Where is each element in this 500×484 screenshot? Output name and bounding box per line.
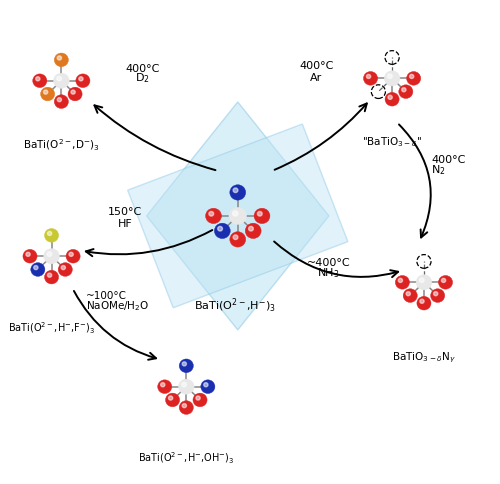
Circle shape: [54, 53, 68, 67]
Circle shape: [254, 208, 270, 224]
Circle shape: [403, 289, 417, 302]
Circle shape: [406, 292, 410, 296]
Circle shape: [214, 223, 230, 239]
Circle shape: [76, 74, 90, 88]
Circle shape: [168, 396, 172, 400]
Polygon shape: [146, 102, 329, 330]
Circle shape: [158, 380, 172, 393]
Text: BaTi(O$^{2-}$,H$^{-}$)$_3$: BaTi(O$^{2-}$,H$^{-}$)$_3$: [194, 297, 276, 315]
Circle shape: [34, 266, 38, 270]
Circle shape: [233, 235, 238, 240]
Circle shape: [182, 362, 186, 366]
Circle shape: [420, 278, 424, 283]
Circle shape: [229, 207, 246, 225]
Circle shape: [44, 228, 59, 242]
Circle shape: [396, 275, 409, 289]
Circle shape: [54, 73, 69, 88]
Circle shape: [47, 252, 52, 257]
Text: 400°C: 400°C: [432, 155, 466, 165]
Circle shape: [209, 212, 214, 216]
Circle shape: [31, 263, 45, 276]
Circle shape: [384, 71, 400, 86]
Text: HF: HF: [118, 219, 132, 229]
Circle shape: [160, 383, 165, 387]
Circle shape: [388, 95, 392, 99]
Circle shape: [430, 289, 444, 302]
Circle shape: [402, 88, 406, 92]
Circle shape: [417, 296, 431, 310]
Circle shape: [201, 380, 215, 393]
Circle shape: [166, 393, 179, 407]
Polygon shape: [128, 124, 348, 308]
Circle shape: [399, 85, 413, 98]
Text: 400°C: 400°C: [299, 61, 334, 71]
Circle shape: [434, 292, 438, 296]
Circle shape: [57, 76, 62, 81]
Circle shape: [442, 278, 446, 283]
Circle shape: [366, 75, 370, 78]
Circle shape: [40, 87, 54, 101]
Circle shape: [44, 270, 59, 284]
Circle shape: [410, 75, 414, 78]
Circle shape: [36, 77, 40, 81]
Circle shape: [48, 273, 52, 277]
Circle shape: [182, 382, 186, 387]
Circle shape: [66, 249, 80, 263]
Text: NaOMe/H$_2$O: NaOMe/H$_2$O: [86, 299, 150, 313]
Circle shape: [230, 232, 246, 247]
Circle shape: [178, 379, 194, 394]
Circle shape: [58, 263, 72, 276]
Circle shape: [54, 95, 68, 108]
Circle shape: [388, 74, 392, 78]
Circle shape: [179, 401, 194, 414]
Text: 400°C: 400°C: [125, 63, 160, 74]
Circle shape: [420, 299, 424, 303]
Circle shape: [69, 252, 73, 257]
Circle shape: [206, 208, 222, 224]
Circle shape: [438, 275, 452, 289]
Circle shape: [196, 396, 200, 400]
Circle shape: [230, 185, 246, 200]
Circle shape: [232, 211, 238, 216]
Text: 150°C: 150°C: [108, 207, 142, 217]
Circle shape: [245, 223, 261, 239]
Circle shape: [61, 266, 66, 270]
Circle shape: [68, 87, 82, 101]
Circle shape: [44, 249, 60, 264]
Circle shape: [364, 72, 378, 85]
Circle shape: [58, 56, 62, 60]
Text: BaTi(O$^{2-}$,H$^{-}$,OH$^{-}$)$_3$: BaTi(O$^{2-}$,H$^{-}$,OH$^{-}$)$_3$: [138, 451, 234, 466]
Circle shape: [193, 393, 207, 407]
Circle shape: [416, 275, 432, 290]
Circle shape: [79, 77, 83, 81]
Circle shape: [26, 252, 30, 257]
Text: NH$_3$: NH$_3$: [317, 266, 340, 280]
Text: N$_2$: N$_2$: [432, 163, 446, 177]
Circle shape: [182, 404, 186, 408]
Text: ~100°C: ~100°C: [86, 291, 127, 301]
Circle shape: [248, 227, 254, 231]
Circle shape: [58, 98, 62, 102]
Text: BaTi(O$^{2-}$,H$^{-}$,F$^{-}$)$_3$: BaTi(O$^{2-}$,H$^{-}$,F$^{-}$)$_3$: [8, 320, 95, 336]
Text: Ar: Ar: [310, 73, 322, 83]
Circle shape: [218, 227, 222, 231]
Circle shape: [258, 212, 262, 216]
Circle shape: [71, 90, 75, 94]
Circle shape: [204, 383, 208, 387]
Circle shape: [48, 231, 52, 236]
Circle shape: [32, 74, 47, 88]
Circle shape: [179, 359, 194, 373]
Circle shape: [44, 90, 48, 94]
Circle shape: [385, 92, 399, 106]
Circle shape: [398, 278, 402, 283]
Text: ~400°C: ~400°C: [306, 258, 350, 268]
Circle shape: [406, 72, 420, 85]
Text: BaTi(O$^{2-}$,D$^{-}$)$_3$: BaTi(O$^{2-}$,D$^{-}$)$_3$: [23, 137, 100, 153]
Text: "BaTiO$_{3-\delta}$": "BaTiO$_{3-\delta}$": [362, 135, 422, 149]
Text: D$_2$: D$_2$: [135, 72, 150, 86]
Text: BaTiO$_{3-\delta}$N$_{\gamma}$: BaTiO$_{3-\delta}$N$_{\gamma}$: [392, 351, 456, 365]
Circle shape: [233, 188, 238, 193]
Circle shape: [23, 249, 37, 263]
